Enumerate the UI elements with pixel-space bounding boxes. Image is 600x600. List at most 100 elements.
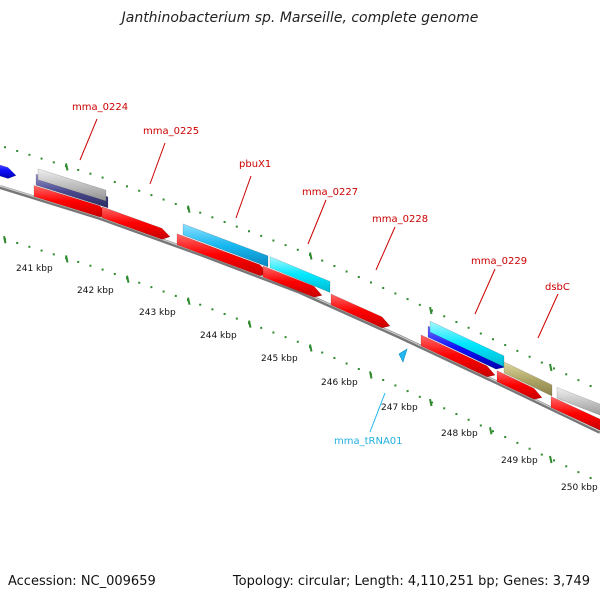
accession-text: Accession: NC_009659 xyxy=(8,574,156,589)
tick-dot xyxy=(211,308,214,311)
major-tick xyxy=(187,297,191,305)
major-tick xyxy=(309,252,313,260)
gene-label-pbux1: pbuX1 xyxy=(239,159,271,170)
major-tick xyxy=(549,455,553,464)
outer-tick-track xyxy=(4,146,592,388)
tick-dot xyxy=(89,264,92,267)
tick-dot xyxy=(113,180,116,183)
tick-dot xyxy=(138,189,141,192)
tick-dot xyxy=(260,326,263,329)
gene-label-mma-0228: mma_0228 xyxy=(372,214,428,225)
axis-label-247-kbp: 247 kbp xyxy=(381,403,418,413)
major-tick xyxy=(429,398,433,407)
gene-label-mma-trna01: mma_tRNA01 xyxy=(334,436,403,447)
gene-label-mma-0227: mma_0227 xyxy=(302,187,358,198)
tick-dot xyxy=(113,272,116,275)
axis-label-245-kbp: 245 kbp xyxy=(261,354,298,364)
tick-dot xyxy=(101,176,104,179)
gene-arrow-mma-0227-cds xyxy=(262,265,323,298)
gene-bar-mma-0224-top xyxy=(37,168,107,202)
tick-dot xyxy=(394,384,397,387)
tick-dot xyxy=(272,239,275,242)
tick-dot xyxy=(248,230,250,233)
tick-dot xyxy=(540,361,543,364)
tick-dot xyxy=(492,430,494,433)
tick-dot xyxy=(370,281,372,284)
tick-dot xyxy=(431,309,433,312)
tick-dot xyxy=(394,292,397,295)
tick-dot xyxy=(162,198,165,201)
tick-dot xyxy=(345,270,348,273)
gene-arrow-dsbc xyxy=(503,361,553,397)
tick-dot xyxy=(89,172,92,175)
tick-dot xyxy=(223,220,226,223)
axis-label-246-kbp: 246 kbp xyxy=(321,378,358,388)
tick-dot xyxy=(52,161,55,164)
tick-dot xyxy=(162,290,165,293)
gene-label-mma-0225: mma_0225 xyxy=(143,126,199,137)
tick-dot xyxy=(126,185,128,188)
trna-marker xyxy=(398,348,408,363)
gene-arrow-right-cds xyxy=(550,396,600,431)
tick-dot xyxy=(357,276,360,279)
tick-dot xyxy=(516,441,519,444)
tick-dot xyxy=(101,268,104,271)
tick-dot xyxy=(418,303,421,306)
tick-dot xyxy=(418,395,421,398)
tick-dot xyxy=(467,418,470,421)
tick-dot xyxy=(296,340,299,343)
major-tick xyxy=(309,344,313,352)
gene-arrow-dsbc-cds xyxy=(496,370,543,400)
gene-arrow-blue xyxy=(0,164,17,179)
tick-dot xyxy=(565,465,568,468)
axis-label-248-kbp: 248 kbp xyxy=(441,429,478,439)
tick-dot xyxy=(321,351,324,354)
major-tick xyxy=(65,255,69,263)
tick-dot xyxy=(333,265,336,268)
tick-dot xyxy=(565,373,568,376)
axis-label-242-kbp: 242 kbp xyxy=(77,286,114,296)
topology-summary-text: Topology: circular; Length: 4,110,251 bp… xyxy=(232,574,590,589)
tick-dot xyxy=(211,216,214,219)
major-tick xyxy=(248,320,252,328)
tick-dot xyxy=(150,286,153,289)
tick-dot xyxy=(589,385,592,388)
tick-dot xyxy=(16,242,19,245)
axis-label-243-kbp: 243 kbp xyxy=(139,308,176,318)
gene-label-mma-0229: mma_0229 xyxy=(471,256,527,267)
major-tick xyxy=(3,236,7,244)
tick-dot xyxy=(492,338,494,341)
tick-dot xyxy=(16,150,19,153)
tick-dot xyxy=(455,413,458,416)
tick-dot xyxy=(553,459,555,462)
gene-arrow-right xyxy=(556,386,600,416)
tick-dot xyxy=(443,407,446,410)
tick-dot xyxy=(382,286,385,289)
tick-dot xyxy=(77,168,80,171)
tick-dot xyxy=(504,436,507,439)
tick-dot xyxy=(199,211,202,214)
gene-label-dsbc: dsbC xyxy=(545,282,570,293)
tick-dot xyxy=(589,477,592,480)
tick-dot xyxy=(77,260,80,263)
major-tick xyxy=(126,275,130,283)
tick-dot xyxy=(467,326,470,329)
genome-backbone xyxy=(0,185,600,434)
tick-dot xyxy=(174,202,177,205)
tick-dot xyxy=(455,321,458,324)
tick-dot xyxy=(382,378,385,381)
tick-dot xyxy=(333,357,336,360)
major-tick xyxy=(489,427,493,435)
tick-dot xyxy=(504,344,507,347)
gene-arrow-mma-0227 xyxy=(269,256,331,293)
tick-dot xyxy=(150,194,153,197)
tick-dot xyxy=(28,153,31,156)
major-tick xyxy=(187,205,191,213)
tick-dot xyxy=(138,281,141,284)
tick-dot xyxy=(321,259,324,262)
tick-dot xyxy=(40,249,43,252)
tick-dot xyxy=(4,146,6,149)
tick-dot xyxy=(479,424,482,427)
tick-dot xyxy=(199,303,202,306)
